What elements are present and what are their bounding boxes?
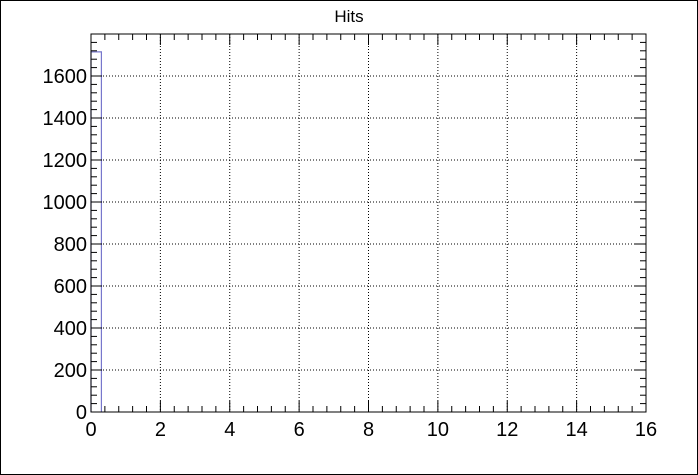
y-tick-label: 200 [54, 360, 87, 382]
x-tick-label: 4 [224, 419, 235, 441]
chart-title: Hits [334, 7, 364, 26]
x-tick-label: 10 [427, 419, 449, 441]
x-tick-label: 14 [566, 419, 588, 441]
x-tick-label: 16 [635, 419, 657, 441]
histogram-bin [90, 51, 103, 412]
y-tick-label: 0 [76, 402, 87, 424]
x-tick-label: 12 [496, 419, 518, 441]
y-tick-label: 1600 [43, 66, 88, 88]
y-tick-label: 400 [54, 318, 87, 340]
x-tick-label: 8 [363, 419, 374, 441]
x-tick-label: 0 [85, 419, 96, 441]
y-tick-label: 1400 [43, 108, 88, 130]
x-tick-label: 6 [294, 419, 305, 441]
y-tick-label: 600 [54, 276, 87, 298]
y-tick-label: 800 [54, 234, 87, 256]
x-tick-label: 2 [155, 419, 166, 441]
y-tick-label: 1000 [43, 192, 88, 214]
y-tick-label: 1200 [43, 150, 88, 172]
